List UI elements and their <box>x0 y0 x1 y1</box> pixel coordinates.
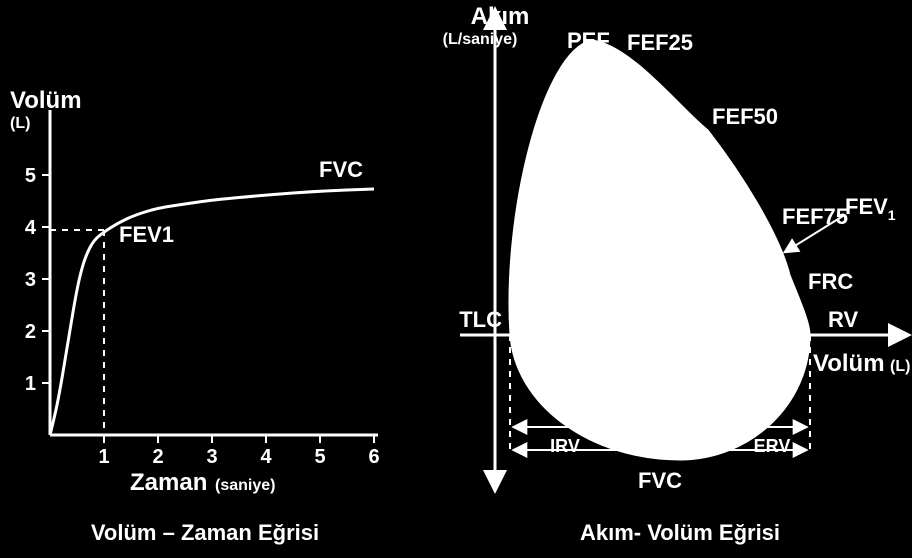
flow-volume-loop <box>509 40 810 460</box>
left-caption: Volüm – Zaman Eğrisi <box>91 520 319 545</box>
irv-label: IRV <box>550 436 580 456</box>
pef-label: PEF <box>567 28 610 53</box>
erv-label: ERV <box>754 436 791 456</box>
figure-canvas: 1 2 3 4 5 6 1 2 3 4 5 Volüm (L) Zaman (saniye) Vo… <box>0 0 912 558</box>
fef75-label: FEF75 <box>782 204 848 229</box>
svg-text:5: 5 <box>314 446 325 468</box>
svg-text:5: 5 <box>25 165 36 187</box>
volume-time-plot: 1 2 3 4 5 6 1 2 3 4 5 Volüm (L) Zaman (saniye) Vo… <box>10 87 380 545</box>
right-x-axis-label: Volüm <box>813 350 885 377</box>
svg-text:1: 1 <box>25 373 36 395</box>
left-y-ticks: 1 2 3 4 5 <box>25 165 50 395</box>
svg-text:1: 1 <box>98 446 109 468</box>
svg-text:2: 2 <box>25 321 36 343</box>
left-y-axis-unit: (L) <box>10 115 30 132</box>
left-x-axis-unit: (saniye) <box>215 477 275 494</box>
right-caption: Akım- Volüm Eğrisi <box>580 520 780 545</box>
left-x-axis-label: Zaman <box>130 469 207 496</box>
right-x-axis-unit: (L) <box>890 358 910 375</box>
right-y-axis-unit: (L/saniye) <box>443 31 518 48</box>
right-y-axis-label: Akım <box>471 3 530 30</box>
volume-time-curve <box>50 189 374 435</box>
svg-text:3: 3 <box>25 269 36 291</box>
svg-text:4: 4 <box>25 217 37 239</box>
svg-text:4: 4 <box>260 446 272 468</box>
frc-label: FRC <box>808 269 853 294</box>
left-y-axis-label: Volüm <box>10 87 82 114</box>
rv-label: RV <box>828 307 858 332</box>
fev1-label: FEV1 <box>119 222 174 247</box>
fev1-right-label: FEV1 <box>845 194 896 223</box>
tlc-label: TLC <box>459 307 502 332</box>
svg-text:3: 3 <box>206 446 217 468</box>
fef50-label: FEF50 <box>712 104 778 129</box>
fvc-bottom-label: FVC <box>638 468 682 493</box>
left-x-ticks: 1 2 3 4 5 6 <box>98 435 379 468</box>
svg-text:2: 2 <box>152 446 163 468</box>
flow-volume-plot: Akım (L/saniye) Volüm (L) Akım- Volüm Eğ… <box>443 3 911 545</box>
svg-text:6: 6 <box>368 446 379 468</box>
fef25-label: FEF25 <box>627 30 693 55</box>
fvc-label: FVC <box>319 157 363 182</box>
